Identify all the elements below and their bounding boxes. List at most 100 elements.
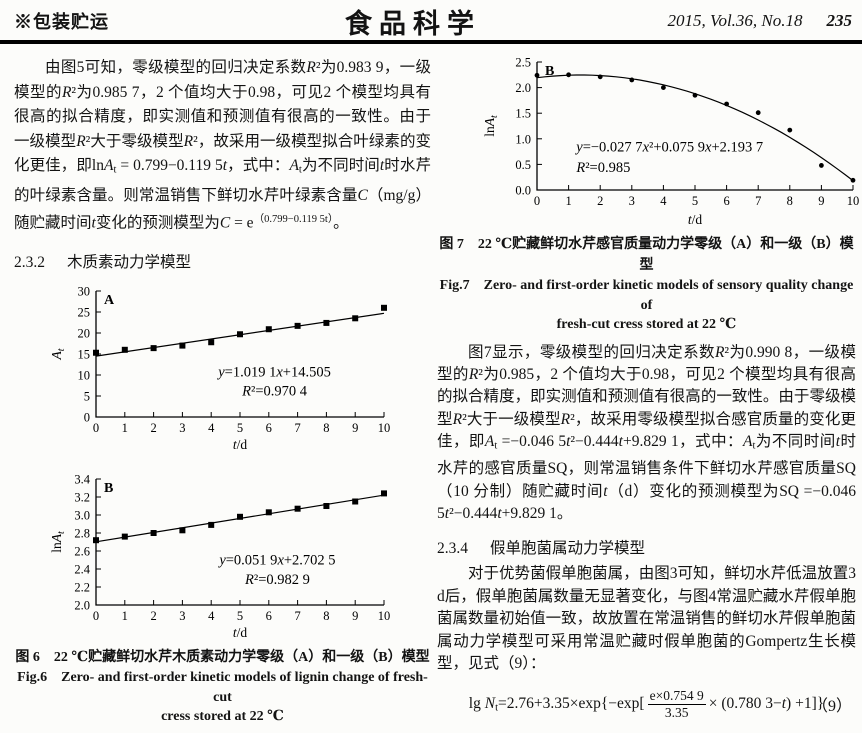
svg-text:1: 1 [122, 421, 128, 435]
svg-text:5: 5 [84, 390, 90, 404]
svg-text:2.4: 2.4 [74, 563, 90, 577]
svg-text:20: 20 [78, 327, 91, 341]
svg-text:2.0: 2.0 [74, 599, 90, 613]
svg-text:8: 8 [323, 421, 329, 435]
svg-text:y=0.051 9x+2.702 5: y=0.051 9x+2.702 5 [217, 553, 335, 569]
svg-text:2: 2 [150, 421, 156, 435]
fraction-numerator: e×0.754 9 [647, 688, 706, 705]
svg-text:y=−0.027 7x²+0.075 9x+2.193 7: y=−0.027 7x²+0.075 9x+2.193 7 [574, 140, 763, 156]
svg-text:6: 6 [723, 194, 729, 208]
issue-volume-text: 2015, Vol.36, No.18 [667, 11, 803, 30]
svg-text:2.0: 2.0 [515, 81, 531, 95]
svg-text:2.6: 2.6 [74, 545, 90, 559]
svg-text:15: 15 [78, 348, 91, 362]
svg-text:B: B [545, 64, 554, 79]
page-number: 235 [826, 11, 853, 30]
svg-text:2.2: 2.2 [74, 581, 90, 595]
svg-text:R²=0.985: R²=0.985 [575, 160, 630, 176]
svg-text:8: 8 [787, 194, 793, 208]
equation-9: lg Nt=2.76+3.35×exp{−exp[ e×0.754 9 3.35… [437, 684, 856, 724]
fig6-caption: 图 6 22 ℃贮藏鲜切水芹木质素动力学零级（A）和一级（B）模型 Fig.6 … [14, 647, 431, 727]
svg-text:At: At [49, 348, 67, 360]
svg-text:5: 5 [692, 194, 698, 208]
svg-text:7: 7 [294, 609, 300, 623]
journal-section-label: ※包装贮运 [14, 12, 109, 32]
svg-text:2.8: 2.8 [74, 527, 90, 541]
section-number: 2.3.2 [14, 254, 45, 272]
fig6-chart-first-order: 0 1 2 3 4 5 6 7 8 9 10 2.0 2.2 2.4 2.6 2.8 3.0 3.2 3.4 By=0… [49, 473, 391, 641]
fig6-caption-en-line1: Fig.6 Zero- and first-order kinetic mode… [17, 670, 428, 705]
header-divider [0, 40, 862, 44]
svg-text:y=1.019 1x+14.505: y=1.019 1x+14.505 [216, 365, 331, 381]
equation-fraction: e×0.754 9 3.35 [647, 688, 706, 721]
svg-text:1.5: 1.5 [515, 107, 531, 121]
svg-text:t/d: t/d [233, 625, 248, 640]
svg-text:t/d: t/d [688, 212, 703, 227]
svg-text:9: 9 [352, 421, 358, 435]
issue-info: 2015, Vol.36, No.18 235 [597, 11, 852, 31]
svg-text:2: 2 [150, 609, 156, 623]
svg-text:3.4: 3.4 [74, 473, 90, 487]
svg-text:5: 5 [237, 421, 243, 435]
svg-text:2.5: 2.5 [515, 56, 531, 70]
svg-text:3.2: 3.2 [74, 491, 90, 505]
svg-text:25: 25 [78, 306, 91, 320]
fig7-caption-en-line2: fresh-cut cress stored at 22 ℃ [556, 317, 737, 332]
svg-text:B: B [104, 481, 113, 496]
svg-text:6: 6 [266, 421, 272, 435]
svg-text:0: 0 [93, 421, 99, 435]
paragraph-pseudomonas-model: 对于优势菌假单胞菌属，由图3可知，鲜切水芹低温放置3 d后，假单胞菌属数量无显著… [437, 565, 856, 672]
svg-text:2: 2 [597, 194, 603, 208]
svg-text:1: 1 [122, 609, 128, 623]
svg-text:R²=0.982 9: R²=0.982 9 [244, 572, 310, 588]
svg-text:10: 10 [847, 194, 860, 208]
left-column: 由图5可知，零级模型的回归决定系数R²为0.983 9，一级模型的R²为0.98… [14, 56, 431, 727]
page-header: ※包装贮运 食品科学 2015, Vol.36, No.18 235 [14, 5, 852, 39]
svg-text:A: A [104, 293, 115, 308]
svg-text:10: 10 [78, 369, 91, 383]
svg-text:7: 7 [755, 194, 761, 208]
section-heading-2-3-4: 2.3.4 假单胞菌属动力学模型 [437, 536, 856, 558]
svg-text:9: 9 [818, 194, 824, 208]
svg-text:8: 8 [323, 609, 329, 623]
svg-text:0: 0 [84, 411, 90, 425]
equation-9-number: （9） [811, 698, 852, 716]
svg-text:10: 10 [378, 421, 391, 435]
svg-text:4: 4 [660, 194, 667, 208]
svg-text:0.5: 0.5 [515, 158, 531, 172]
section-heading-2-3-2: 2.3.2 木质素动力学模型 [14, 250, 431, 272]
svg-text:lnAt: lnAt [49, 531, 67, 553]
svg-text:4: 4 [208, 609, 215, 623]
paragraph-sensory-models: 图7显示，零级模型的回归决定系数R²为0.990 8，一级模型的R²为0.985… [437, 343, 856, 522]
svg-text:7: 7 [294, 421, 300, 435]
svg-text:3.0: 3.0 [74, 509, 90, 523]
svg-text:0.0: 0.0 [515, 184, 531, 198]
section-number: 2.3.4 [437, 540, 468, 558]
fig7-caption-en-line1: Fig.7 Zero- and first-order kinetic mode… [439, 278, 854, 313]
svg-text:5: 5 [237, 609, 243, 623]
fig7-chart-first-order: 0 1 2 3 4 5 6 7 8 9 10 0.0 0.5 1.0 1.5 2.0 2.5 By=−0.027 … [482, 56, 860, 228]
fig6-caption-en-line2: cress stored at 22 ℃ [161, 709, 284, 725]
svg-text:R²=0.970 4: R²=0.970 4 [241, 384, 308, 400]
svg-text:10: 10 [378, 609, 391, 623]
svg-text:t/d: t/d [233, 437, 248, 452]
svg-text:1.0: 1.0 [515, 132, 531, 146]
fig7-caption-zh: 图 7 22 ℃贮藏鲜切水芹感官质量动力学零级（A）和一级（B）模型 [439, 237, 854, 273]
svg-text:30: 30 [78, 285, 91, 299]
section-title: 木质素动力学模型 [67, 254, 192, 272]
paragraph-chlorophyll-models: 由图5可知，零级模型的回归决定系数R²为0.983 9，一级模型的R²为0.98… [14, 59, 431, 232]
fig6-caption-zh: 图 6 22 ℃贮藏鲜切水芹木质素动力学零级（A）和一级（B）模型 [15, 650, 430, 666]
svg-text:3: 3 [179, 609, 185, 623]
section-title: 假单胞菌属动力学模型 [490, 540, 646, 558]
svg-text:0: 0 [93, 609, 99, 623]
equation-9-lhs: lg Nt=2.76+3.35×exp{−exp[ [468, 695, 645, 714]
svg-text:lnAt: lnAt [482, 115, 500, 137]
svg-text:3: 3 [179, 421, 185, 435]
svg-text:6: 6 [266, 609, 272, 623]
svg-text:3: 3 [629, 194, 635, 208]
